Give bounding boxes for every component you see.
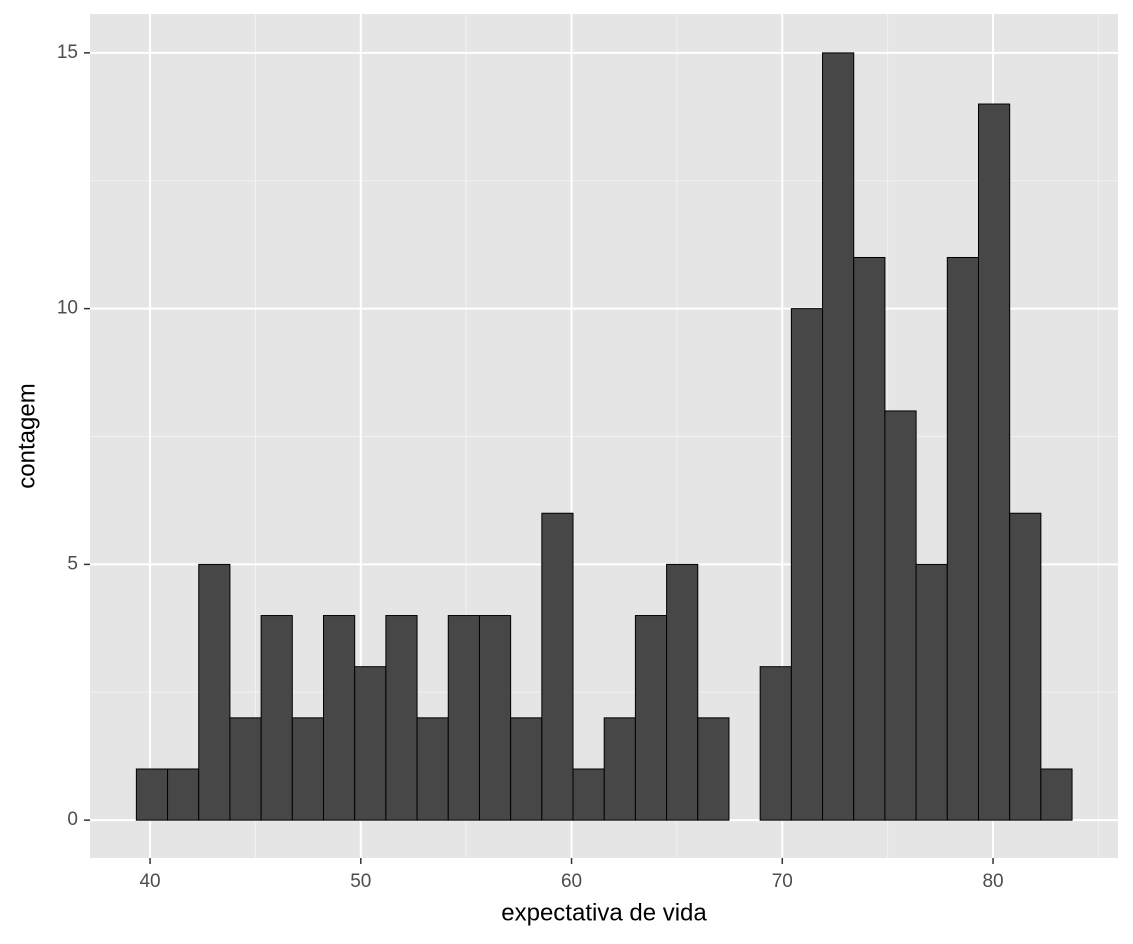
x-axis-label: expectativa de vida bbox=[501, 899, 707, 926]
bar bbox=[510, 717, 543, 821]
bar bbox=[822, 52, 855, 821]
y-tick-label: 15 bbox=[57, 42, 78, 63]
x-tick-label: 80 bbox=[982, 871, 1003, 892]
bar bbox=[603, 717, 636, 821]
bar bbox=[478, 615, 512, 821]
y-tick-label: 5 bbox=[67, 553, 78, 574]
bar bbox=[572, 768, 605, 821]
bar bbox=[229, 717, 262, 821]
bar bbox=[385, 615, 418, 821]
bar bbox=[416, 717, 449, 821]
bar bbox=[884, 410, 917, 821]
bar bbox=[135, 768, 169, 821]
bar bbox=[541, 512, 574, 821]
bar bbox=[915, 563, 948, 821]
bar bbox=[634, 615, 668, 821]
x-tick-label: 40 bbox=[139, 871, 160, 892]
bar bbox=[291, 717, 325, 821]
bar bbox=[260, 615, 293, 821]
bar bbox=[447, 615, 480, 821]
x-tick-label: 60 bbox=[561, 871, 582, 892]
y-tick-label: 0 bbox=[67, 809, 78, 830]
bar bbox=[759, 666, 792, 821]
bar bbox=[167, 768, 200, 821]
bar bbox=[977, 103, 1011, 821]
x-tick-label: 50 bbox=[350, 871, 371, 892]
bar bbox=[666, 563, 699, 821]
bar bbox=[853, 256, 886, 821]
bar bbox=[1009, 512, 1042, 821]
y-axis-label: contagem bbox=[13, 383, 40, 488]
bar bbox=[790, 308, 824, 821]
bar bbox=[697, 717, 730, 821]
y-tick-label: 10 bbox=[57, 298, 78, 319]
bar bbox=[323, 615, 356, 821]
bar bbox=[946, 256, 979, 821]
x-tick-label: 70 bbox=[772, 871, 793, 892]
bar bbox=[354, 666, 387, 821]
bar bbox=[1040, 768, 1073, 821]
bar bbox=[198, 563, 231, 821]
